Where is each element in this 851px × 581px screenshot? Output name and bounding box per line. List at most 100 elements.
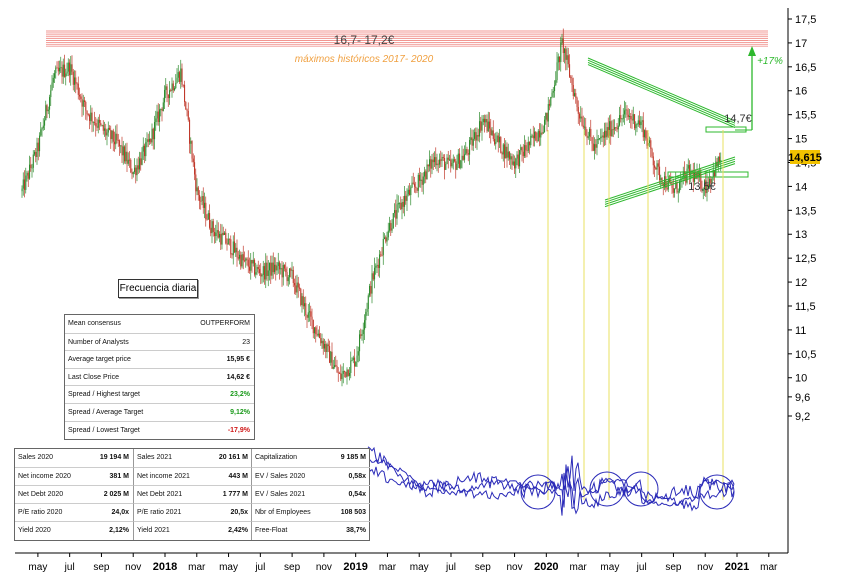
candle-body [350,360,352,373]
candle-body [375,265,377,268]
candle-body [234,241,236,253]
candle-body [65,73,67,77]
candle-body [510,156,512,160]
candle-body [381,255,383,257]
candle-body [175,82,177,89]
oscillator-series [367,446,735,516]
candle-body [465,149,467,155]
candle-body [612,129,614,131]
x-tick-label: jul [636,562,647,573]
candle-body [221,232,223,245]
candle-body [514,161,516,169]
candle-body [577,106,579,114]
candle-body [680,179,682,181]
candle-body [155,118,157,123]
candle-body [322,340,324,349]
candle-body [292,269,294,284]
candle-body [341,373,343,380]
consensus-label: Last Close Price [68,373,119,381]
candle-body [141,151,143,165]
upper-trendline [587,64,736,129]
candle-body [470,137,472,141]
x-tick-label: sep [475,562,492,573]
candle-body [660,178,662,181]
candle-body [701,188,703,191]
candle-body [700,173,702,189]
candle-body [442,157,444,158]
candle-body [196,187,198,192]
candle-body [384,237,386,240]
candle-body [429,159,431,167]
candle-body [426,164,428,180]
consensus-row: Average target price 15,95 € [65,350,254,368]
fundamentals-label: EV / Sales 2021 [255,491,306,498]
candle-body [187,110,189,120]
fundamentals-cell: Net Debt 2020 2 025 M [15,485,133,504]
x-tick-label: may [410,562,429,573]
candle-body [200,200,202,202]
x-tick-label: mar [188,562,206,573]
candle-body [477,135,479,137]
candle-body [479,121,481,137]
candle-body [486,119,488,132]
candle-body [31,167,33,169]
candle-body [222,232,224,235]
candle-body [294,283,296,286]
candle-body [556,62,558,81]
candle-body [67,62,69,72]
candle-body [654,165,656,168]
x-tick-label: 2018 [153,561,177,573]
candle-body [72,71,74,85]
fundamentals-value: 20,5x [230,509,248,516]
candle-body [564,48,566,54]
fundamentals-value: 0,58x [348,473,366,480]
candle-body [631,119,633,121]
candle-body [240,254,242,267]
x-tick-label: sep [665,562,682,573]
candle-body [264,266,266,280]
candle-body [286,272,288,282]
candle-body [320,338,322,344]
fundamentals-label: Net income 2021 [137,473,190,480]
candle-body [530,135,532,146]
candle-body [89,114,91,121]
candle-body [51,82,53,91]
candle-body [559,56,561,63]
candle-body [239,254,241,259]
candle-body [391,228,393,231]
candle-body [640,121,642,126]
candle-body [637,120,639,125]
fundamentals-value: 20 161 M [218,454,248,461]
candle-body [431,159,433,169]
candle-body [417,174,419,191]
candle-body [277,262,279,267]
fundamentals-value: 108 503 [340,509,366,516]
candle-body [160,108,162,110]
candle-body [594,144,596,151]
candle-body [265,262,267,280]
candle-body [162,102,164,111]
candle-body [209,213,211,228]
candle-body [284,264,286,269]
candle-body [191,141,193,159]
candle-body [595,144,597,148]
candle-body [195,174,197,192]
candle-body [380,254,382,256]
fundamentals-cell: Capitalization 9 185 M [251,449,370,467]
candle-body [445,163,447,170]
candle-body [507,151,509,158]
candle-body [260,273,262,277]
consensus-table: Mean consensus OUTPERFORM Number of Analys… [64,314,255,440]
candle-body [602,135,604,138]
candle-body [82,100,84,107]
candle-body [579,113,581,119]
candle-body [545,112,547,120]
candle-body [645,130,647,139]
candle-body [496,135,498,143]
candle-body [586,135,588,138]
candle-body [480,121,482,131]
candle-body [180,68,182,82]
x-tick-label: may [28,562,47,573]
candle-body [186,109,188,111]
candle-body [261,274,263,277]
